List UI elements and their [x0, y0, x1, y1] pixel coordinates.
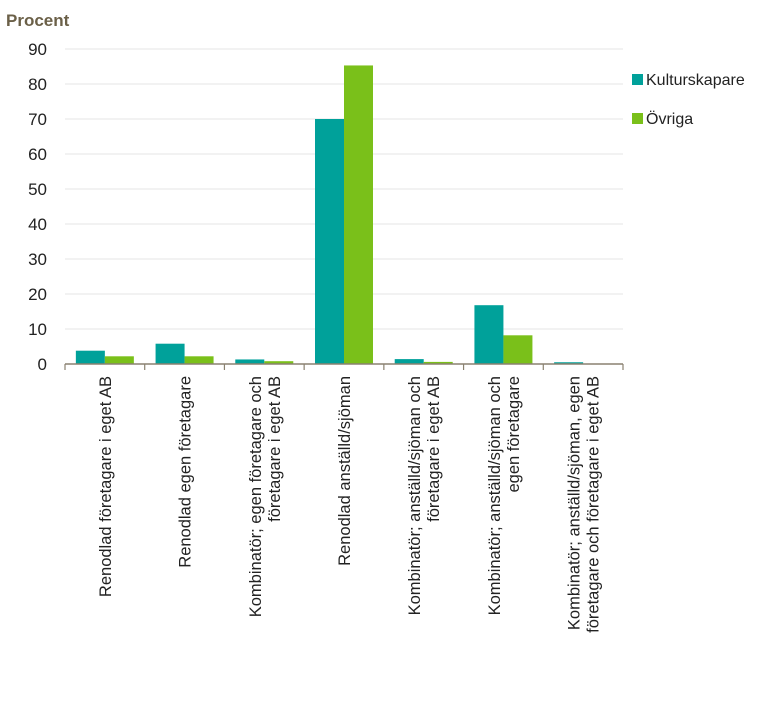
y-tick-label: 40: [28, 215, 47, 234]
category-label: Kombinatör; anställd/sjöman och: [406, 376, 424, 615]
y-tick-label: 80: [28, 75, 47, 94]
y-tick-label: 70: [28, 110, 47, 129]
category-label: företagare och företagare i eget AB: [585, 376, 603, 633]
axes: [64, 363, 624, 370]
category-label: egen företagare: [505, 376, 523, 493]
category-label: Renodlad företagare i eget AB: [97, 376, 115, 597]
bar-kulturskapare-4: [394, 359, 424, 364]
bar-kulturskapare-5: [474, 305, 504, 364]
category-label: företagare i eget AB: [266, 376, 284, 522]
legend-label: Kulturskapare: [646, 72, 745, 89]
category-label: Renodlad egen företagare: [177, 376, 195, 568]
bar-ovriga-5: [503, 335, 533, 364]
y-tick-label: 60: [28, 145, 47, 164]
y-tick-label: 20: [28, 285, 47, 304]
bar-kulturskapare-6: [554, 362, 584, 364]
bar-ovriga-3: [344, 65, 373, 364]
bar-ovriga-4: [423, 361, 453, 364]
legend-swatch: [632, 74, 643, 85]
bars: [75, 65, 613, 364]
y-tick-label: 10: [28, 320, 47, 339]
y-tick-label: 50: [28, 180, 47, 199]
y-tick-label: 90: [28, 40, 47, 59]
category-label: Renodlad anställd/sjöman: [336, 376, 354, 566]
category-label: Kombinatör; anställd/sjöman och: [486, 376, 504, 615]
bar-ovriga-0: [104, 356, 134, 364]
bar-kulturskapare-2: [235, 359, 265, 364]
legend: Kulturskapare Övriga: [632, 72, 745, 128]
bar-kulturskapare-0: [75, 350, 105, 364]
category-labels: Renodlad företagare i eget AB Renodlad eg…: [97, 376, 603, 633]
bar-ovriga-2: [264, 361, 294, 364]
bar-ovriga-1: [184, 356, 214, 364]
y-axis-label: Procent: [6, 11, 70, 30]
legend-swatch: [632, 113, 643, 124]
bar-kulturskapare-3: [315, 119, 344, 364]
legend-label: Övriga: [646, 110, 693, 128]
y-tick-label: 30: [28, 250, 47, 269]
category-label: Kombinatör; anställd/sjöman, egen: [566, 376, 584, 630]
category-label: Kombinatör; egen företagare och: [247, 376, 265, 617]
y-tick-labels: 0 10 20 30 40 50 60 70 80 90: [28, 40, 47, 374]
category-label: företagare i eget AB: [425, 376, 443, 522]
y-tick-label: 0: [38, 355, 47, 374]
bar-kulturskapare-1: [155, 343, 185, 364]
